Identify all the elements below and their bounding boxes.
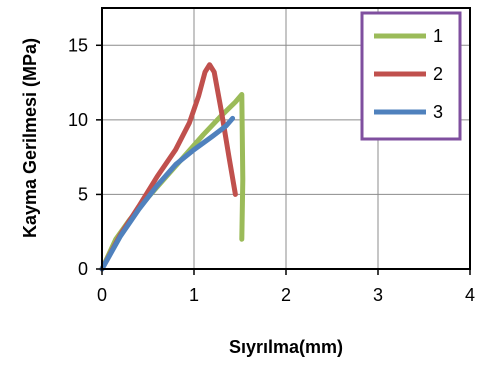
y-tick-label: 10 [68, 110, 88, 130]
y-axis-title: Kayma Gerilmesi (MPa) [20, 38, 40, 238]
legend-label: 2 [433, 64, 443, 84]
y-tick-label: 0 [78, 259, 88, 279]
y-tick-label: 5 [78, 184, 88, 204]
series-lines [99, 62, 246, 272]
x-tick-label: 4 [465, 285, 475, 305]
y-tick-label: 15 [68, 35, 88, 55]
x-tick-label: 0 [97, 285, 107, 305]
y-tick-labels: 0 5 10 15 [68, 35, 102, 279]
x-tick-labels: 0 1 2 3 4 [97, 269, 475, 305]
x-tick-label: 3 [373, 285, 383, 305]
legend-label: 1 [433, 26, 443, 46]
legend-label: 3 [433, 102, 443, 122]
x-tick-label: 1 [189, 285, 199, 305]
series-line-3 [99, 115, 236, 272]
legend: 1 2 3 [360, 11, 462, 141]
x-axis-title: Sıyrılma(mm) [229, 337, 343, 357]
x-tick-label: 2 [281, 285, 291, 305]
